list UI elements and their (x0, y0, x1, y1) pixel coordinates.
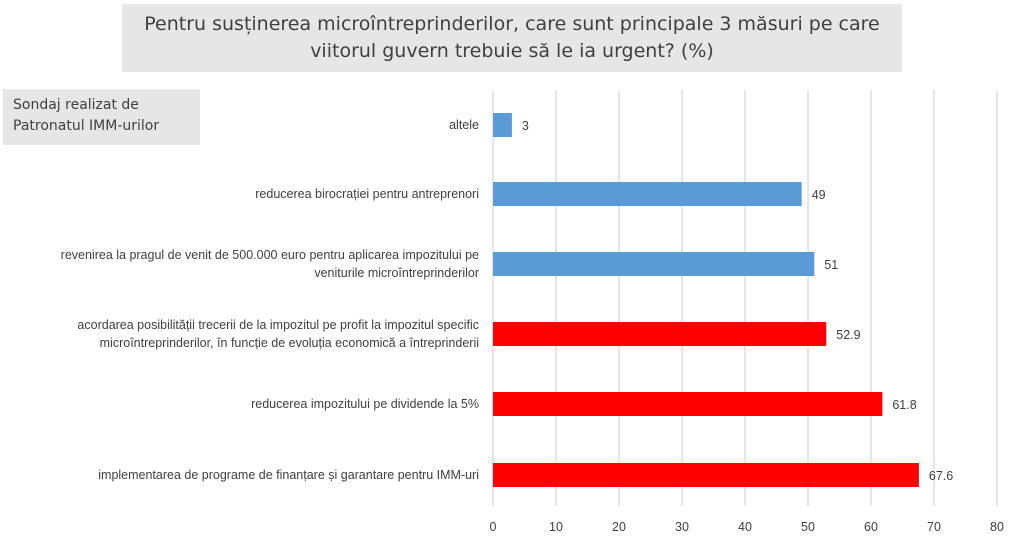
bar (493, 392, 883, 416)
x-tick-label: 20 (612, 520, 626, 534)
x-tick-label: 30 (675, 520, 689, 534)
source-note-box: Sondaj realizat de Patronatul IMM-urilor (3, 89, 200, 145)
bar (493, 113, 512, 137)
gridlines (492, 90, 998, 506)
x-tick-label: 80 (990, 520, 1004, 534)
category-label: reducerea impozitului pe dividende la 5% (251, 397, 479, 411)
x-tick-label: 0 (490, 520, 497, 534)
chart-title: Pentru susținerea microîntreprinderilor,… (144, 13, 880, 62)
chart-title-box: Pentru susținerea microîntreprinderilor,… (122, 4, 902, 72)
category-label: revenirea la pragul de venit de 500.000 … (61, 248, 479, 262)
bar (493, 252, 815, 276)
x-tick-label: 70 (927, 520, 941, 534)
category-label: veniturile microîntreprinderilor (314, 266, 479, 280)
category-label: microîntreprinderilor, în funcție de evo… (100, 336, 479, 350)
category-label: implementarea de programe de finanțare ș… (98, 468, 479, 482)
x-tick-label: 40 (738, 520, 752, 534)
x-tick-label: 60 (864, 520, 878, 534)
data-label: 3 (522, 119, 529, 133)
data-label: 49 (812, 188, 826, 202)
data-label: 67.6 (929, 469, 953, 483)
category-label: acordarea posibilității trecerii de la i… (77, 318, 479, 332)
data-label: 52.9 (836, 328, 860, 342)
data-label: 51 (824, 258, 838, 272)
bar (493, 463, 919, 487)
source-note: Sondaj realizat de Patronatul IMM-urilor (13, 97, 160, 134)
bars (493, 113, 919, 487)
x-axis-tick-labels: 0 10 20 30 40 50 60 70 80 (490, 520, 1004, 534)
data-label: 61.8 (892, 398, 916, 412)
value-labels: 3 49 51 52.9 61.8 67.6 (522, 119, 953, 483)
bar (493, 322, 827, 346)
category-label: reducerea birocrației pentru antreprenor… (255, 187, 479, 201)
category-label: altele (449, 118, 479, 132)
category-labels: altele reducerea birocrației pentru antre… (61, 118, 479, 482)
bar (493, 182, 802, 206)
x-tick-label: 10 (549, 520, 563, 534)
x-tick-label: 50 (801, 520, 815, 534)
